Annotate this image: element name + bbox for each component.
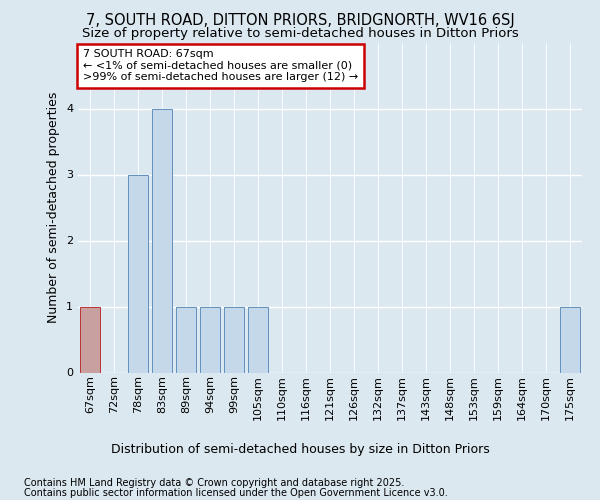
Bar (176, 306, 196, 372)
Bar (224, 306, 244, 372)
Bar (200, 306, 220, 372)
Bar (248, 306, 268, 372)
Y-axis label: Number of semi-detached properties: Number of semi-detached properties (47, 92, 61, 323)
Text: Contains HM Land Registry data © Crown copyright and database right 2025.: Contains HM Land Registry data © Crown c… (24, 478, 404, 488)
Text: Size of property relative to semi-detached houses in Ditton Priors: Size of property relative to semi-detach… (82, 28, 518, 40)
Text: 7 SOUTH ROAD: 67sqm
← <1% of semi-detached houses are smaller (0)
>99% of semi-d: 7 SOUTH ROAD: 67sqm ← <1% of semi-detach… (83, 49, 358, 82)
Text: 7, SOUTH ROAD, DITTON PRIORS, BRIDGNORTH, WV16 6SJ: 7, SOUTH ROAD, DITTON PRIORS, BRIDGNORTH… (86, 12, 514, 28)
Text: Contains public sector information licensed under the Open Government Licence v3: Contains public sector information licen… (24, 488, 448, 498)
Text: Distribution of semi-detached houses by size in Ditton Priors: Distribution of semi-detached houses by … (110, 442, 490, 456)
Bar (80, 306, 100, 372)
Bar (128, 174, 148, 372)
Bar (560, 306, 580, 372)
Bar (152, 108, 172, 372)
